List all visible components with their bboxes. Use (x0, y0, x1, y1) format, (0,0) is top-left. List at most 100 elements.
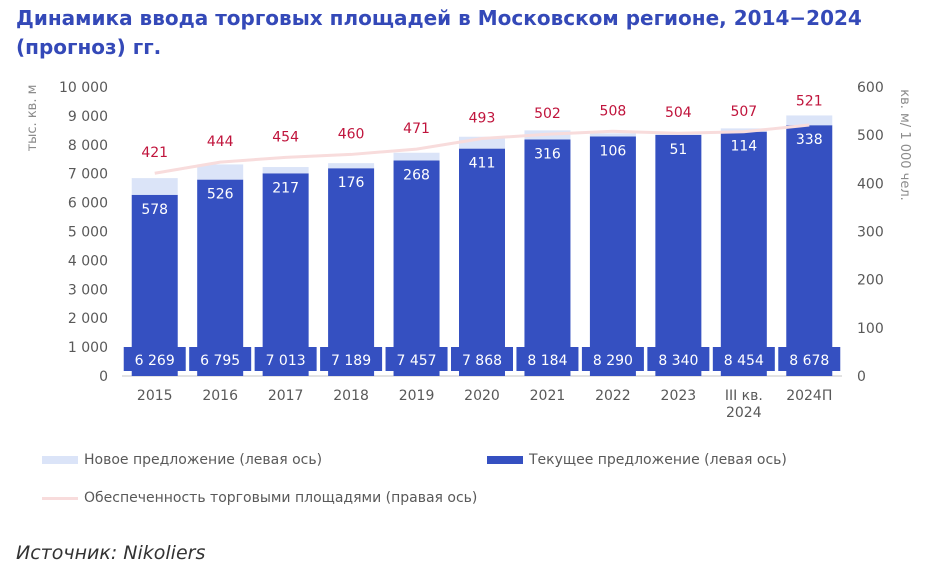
y-left-tick-label: 4 000 (68, 253, 108, 269)
x-tick-label: 2016 (202, 388, 238, 404)
line-provision (154, 123, 810, 175)
data-label-box-current (385, 347, 448, 371)
data-label-provision: 508 (600, 103, 627, 119)
data-label-new-supply: 51 (669, 142, 687, 158)
y-left-tick-label: 7 000 (68, 167, 108, 183)
y-left-tick-label: 2 000 (68, 311, 108, 327)
chart-title: Динамика ввода торговых площадей в Моско… (16, 6, 862, 59)
data-label-current-supply: 8 340 (658, 353, 698, 369)
data-label-new-supply: 217 (272, 180, 299, 196)
data-label-provision: 454 (272, 129, 299, 145)
data-label-box-current (451, 347, 513, 371)
data-label-new-supply: 526 (207, 187, 234, 203)
bar-current-supply (655, 134, 702, 376)
data-label-provision: 493 (469, 111, 496, 127)
legend-item-provision: Обеспеченность торговыми площадями (прав… (42, 490, 477, 506)
legend-item-new-supply: Новое предложение (левая ось) (42, 452, 322, 468)
y-left-tick-label: 9 000 (68, 109, 108, 125)
legend-swatch-current-supply (487, 456, 523, 464)
data-label-box-current (123, 347, 186, 371)
bar-current-supply (328, 168, 375, 376)
y-right-tick-label: 200 (857, 273, 884, 289)
bar-current-supply (393, 160, 440, 376)
data-label-provision: 504 (665, 105, 692, 121)
y-right-tick-label: 400 (857, 176, 884, 192)
data-label-current-supply: 8 678 (789, 353, 829, 369)
bar-current-supply (131, 194, 178, 376)
bar-current-supply (524, 139, 571, 376)
x-tick-label: 2019 (399, 388, 435, 404)
data-label-current-supply: 6 795 (200, 353, 240, 369)
x-tick-label: III кв. (725, 388, 763, 404)
data-label-new-supply: 316 (534, 146, 561, 162)
data-label-provision: 460 (338, 126, 365, 142)
data-label-current-supply: 7 013 (266, 353, 306, 369)
bar-new-supply (197, 164, 244, 180)
data-label-current-supply: 7 189 (331, 353, 371, 369)
source-note: Источник: Nikoliers (16, 542, 206, 564)
data-label-box-current (647, 347, 710, 371)
data-label-new-supply: 114 (730, 139, 757, 155)
bar-new-supply (393, 152, 440, 161)
data-label-new-supply: 268 (403, 167, 430, 183)
data-label-current-supply: 7 457 (396, 353, 436, 369)
data-label-provision: 421 (141, 145, 168, 161)
data-label-new-supply: 176 (338, 175, 365, 191)
x-tick-label: 2017 (268, 388, 304, 404)
data-label-provision: 507 (730, 104, 757, 120)
y-left-tick-label: 1 000 (68, 340, 108, 356)
data-label-provision: 444 (207, 134, 234, 150)
y-right-tick-label: 0 (857, 369, 866, 385)
bar-new-supply (131, 178, 178, 195)
y-left-tick-label: 5 000 (68, 225, 108, 241)
bar-current-supply (589, 136, 636, 376)
x-tick-label: 2024 (726, 405, 762, 421)
y-left-tick-label: 8 000 (68, 138, 108, 154)
y-right-tick-label: 500 (857, 128, 884, 144)
data-label-provision: 471 (403, 121, 430, 137)
x-tick-label: 2021 (530, 388, 566, 404)
bar-new-supply (328, 163, 375, 169)
y-left-tick-label: 6 000 (68, 196, 108, 212)
y-left-tick-label: 0 (99, 369, 108, 385)
y-right-tick-label: 300 (857, 225, 884, 241)
data-label-new-supply: 338 (796, 132, 823, 148)
data-label-box-current (516, 347, 579, 371)
data-label-current-supply: 8 454 (724, 353, 764, 369)
data-label-box-current (778, 347, 841, 371)
legend-item-current-supply: Текущее предложение (левая ось) (487, 452, 787, 468)
data-label-current-supply: 7 868 (462, 353, 502, 369)
data-label-box-current (189, 347, 252, 371)
y-left-tick-label: 10 000 (59, 80, 108, 96)
bar-current-supply (459, 148, 505, 376)
bar-new-supply (720, 128, 767, 132)
legend-label-current-supply: Текущее предложение (левая ось) (529, 452, 787, 468)
legend-swatch-new-supply (42, 456, 78, 464)
data-label-new-supply: 578 (141, 202, 168, 218)
bar-current-supply (720, 131, 767, 376)
data-label-new-supply: 106 (600, 143, 627, 159)
data-label-box-current (320, 347, 383, 371)
bar-new-supply (589, 133, 636, 137)
x-tick-label: 2020 (464, 388, 500, 404)
legend-label-provision: Обеспеченность торговыми площадями (прав… (84, 490, 478, 506)
legend-label-new-supply: Новое предложение (левая ось) (84, 452, 323, 468)
data-label-new-supply: 411 (469, 156, 496, 172)
data-label-current-supply: 8 290 (593, 353, 633, 369)
data-label-box-current (254, 347, 317, 371)
data-label-provision: 502 (534, 106, 561, 122)
data-label-box-current (581, 347, 644, 371)
data-label-provision: 521 (796, 93, 823, 109)
bar-new-supply (459, 136, 505, 149)
x-tick-label: 2023 (661, 388, 697, 404)
bar-new-supply (786, 115, 833, 126)
y-right-axis-title: кв. м/ 1 000 чел. (897, 89, 912, 201)
bar-current-supply (197, 179, 244, 376)
y-right-tick-label: 100 (857, 321, 884, 337)
bar-current-supply (786, 125, 833, 376)
x-tick-label: 2015 (137, 388, 173, 404)
data-label-current-supply: 8 184 (527, 353, 567, 369)
x-tick-label: 2018 (333, 388, 369, 404)
y-right-tick-label: 600 (857, 80, 884, 96)
